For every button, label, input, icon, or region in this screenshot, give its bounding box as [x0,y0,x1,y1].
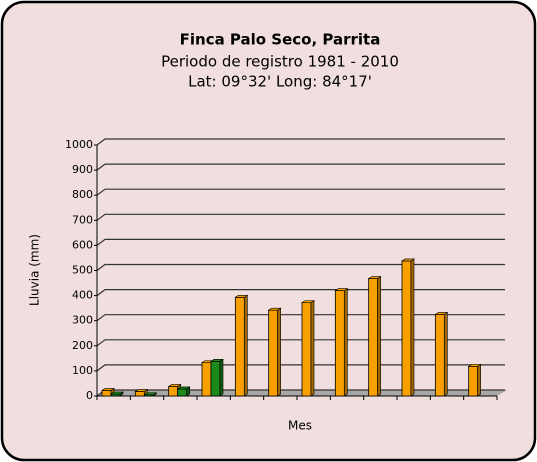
bar-face [377,275,381,397]
bar-face [444,311,448,397]
bar-face [167,384,182,387]
bar [176,386,191,397]
bar-face [477,363,481,397]
bar-face [367,276,382,279]
x-axis-label: Mes [288,419,312,433]
bar-face [134,391,145,397]
y-tick-label: 300 [72,314,93,327]
bar-face [219,358,224,397]
bar-face [401,260,412,397]
bar-face [210,359,224,362]
grid-line [96,163,505,171]
bar-face [268,309,279,397]
bar-face [301,302,312,397]
grid-line [96,138,505,146]
bar-face [310,300,315,397]
y-axis-label: Lluvia (mm) [28,234,42,306]
y-tick-label: 600 [72,238,93,251]
y-tick-label: 0 [86,389,93,402]
bar [467,363,482,397]
bar-face [434,312,449,315]
bar-face [244,294,248,397]
bar-face [234,295,249,298]
grid-line [96,213,505,221]
chart-subtitle: Periodo de registro 1981 - 2010 [161,53,399,71]
bar-face [344,288,348,397]
bar-face [110,393,121,397]
bar-face [401,258,415,262]
bar-face [410,258,415,397]
bar-face [101,388,115,391]
y-tick-label: 100 [72,364,93,377]
bar-face [468,365,479,397]
bar [110,391,124,397]
bar [334,288,349,397]
bar [367,275,382,397]
grid-line [96,188,505,196]
bar [134,388,149,397]
bar-face [301,300,315,303]
bar-face [334,290,345,397]
y-tick-label: 1000 [65,138,93,151]
y-tick-label: 800 [72,188,93,201]
y-tick-label: 400 [72,289,93,302]
bar-face [101,390,112,397]
bar-face [143,392,158,396]
annotation: Lat: 09°32' Long: 84°17' [188,73,372,91]
grid-line [96,263,505,271]
bar-face [110,391,124,395]
bar [401,258,415,397]
y-tick-label: 200 [72,339,93,352]
bar [301,300,315,397]
grid-line [96,238,505,246]
bar [143,392,158,397]
bar-face [334,288,349,291]
bar-face [368,278,379,397]
bar-face [201,362,212,397]
bar-face [434,314,445,397]
bar [234,294,249,397]
bar-face [177,388,188,397]
bar-face [176,386,191,390]
y-tick-label: 700 [72,213,93,226]
bar-face [210,360,221,397]
bar-face [234,296,245,397]
bar [210,358,224,397]
bar-face [277,307,281,397]
bar [267,307,282,397]
bar-face [467,364,482,367]
bar-face [134,389,149,392]
y-tick-label: 500 [72,264,93,277]
y-tick-label: 900 [72,163,93,176]
bar-face [168,386,179,397]
chart-title: Finca Palo Seco, Parrita [180,31,381,49]
bar-face [267,307,282,311]
bar [434,311,449,397]
